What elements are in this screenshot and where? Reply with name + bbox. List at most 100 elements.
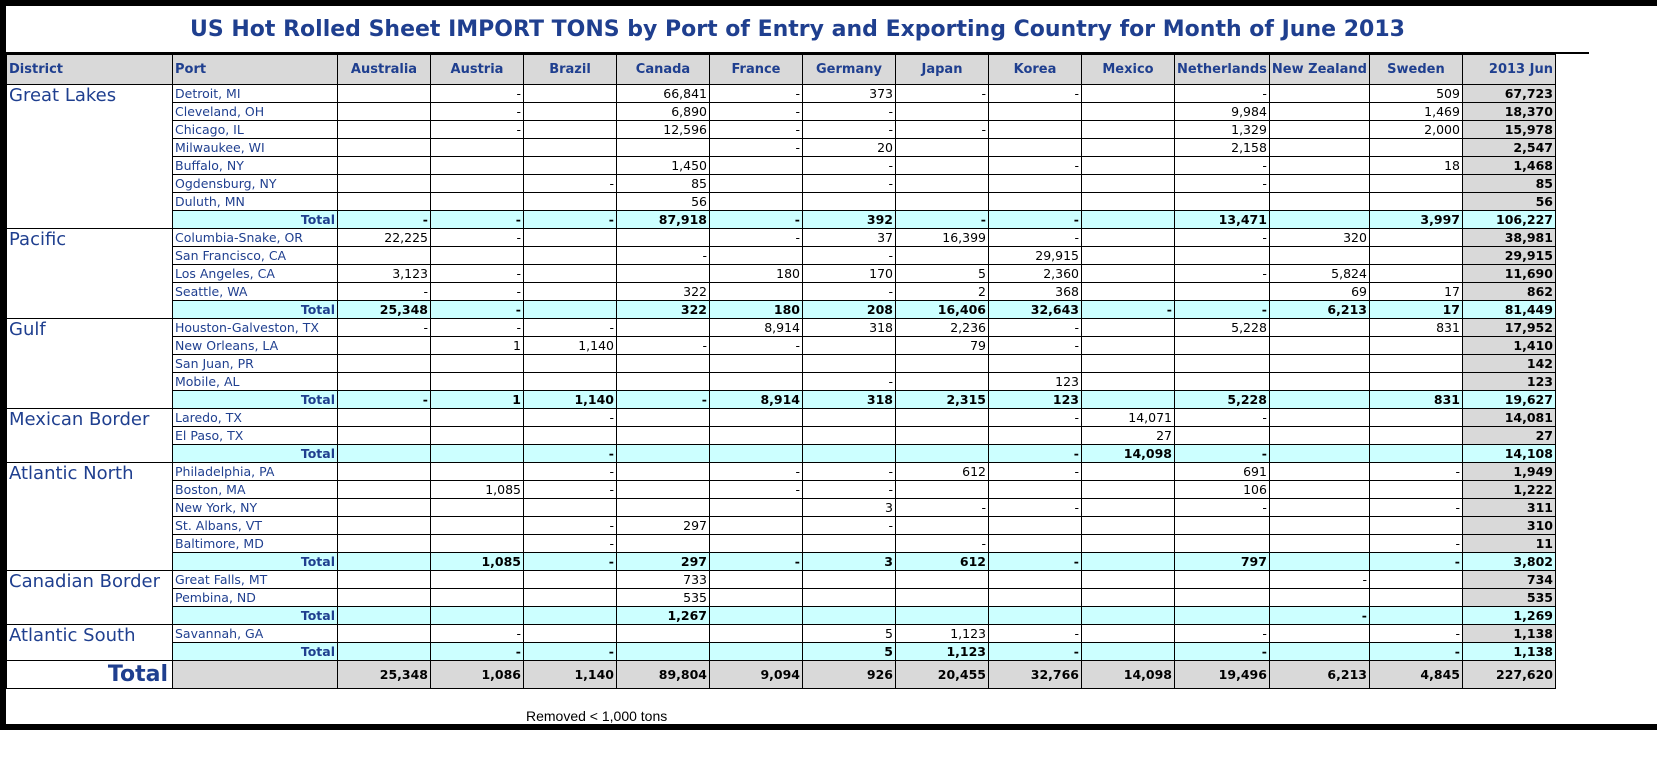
- value-cell: [1081, 480, 1175, 499]
- total-cell: 32,643: [988, 300, 1082, 319]
- total-cell: [1368, 606, 1463, 625]
- district-name: Atlantic South: [6, 624, 173, 661]
- row-total-cell: 734: [1461, 570, 1556, 589]
- port-name: Duluth, MN: [172, 192, 338, 211]
- grand-total-cell: 89,804: [616, 660, 710, 689]
- value-cell: -: [1368, 462, 1463, 481]
- value-cell: [337, 462, 431, 481]
- total-label: Total: [172, 390, 338, 409]
- value-cell: [1368, 480, 1463, 499]
- value-cell: [337, 246, 431, 265]
- value-cell: [895, 354, 989, 373]
- value-cell: 2,158: [1174, 138, 1270, 157]
- value-cell: 2,000: [1368, 120, 1463, 139]
- total-cell: [616, 444, 710, 463]
- value-cell: [1268, 192, 1370, 211]
- total-cell: -: [1368, 642, 1463, 661]
- column-header: New Zealand: [1268, 54, 1370, 85]
- value-cell: -: [802, 462, 896, 481]
- value-cell: [895, 408, 989, 427]
- value-cell: -: [802, 480, 896, 499]
- district-total-row: Total 1,085-297-3 612-797-3,802: [7, 552, 1556, 571]
- value-cell: 106: [1174, 480, 1270, 499]
- value-cell: 69: [1268, 282, 1370, 301]
- value-cell: [895, 192, 989, 211]
- total-cell: 831: [1368, 390, 1463, 409]
- value-cell: [1268, 408, 1370, 427]
- value-cell: 27: [1081, 426, 1175, 445]
- value-cell: [1268, 462, 1370, 481]
- value-cell: 535: [616, 588, 710, 607]
- value-cell: 3: [802, 498, 896, 517]
- total-cell: 180: [709, 300, 803, 319]
- value-cell: [523, 570, 617, 589]
- row-total-cell: 1,222: [1461, 480, 1556, 499]
- value-cell: [337, 498, 431, 517]
- value-cell: [337, 174, 431, 193]
- value-cell: [1081, 336, 1175, 355]
- port-name: Los Angeles, CA: [172, 264, 338, 283]
- value-cell: [1174, 588, 1270, 607]
- value-cell: [430, 246, 524, 265]
- column-header: Mexico: [1081, 54, 1175, 85]
- value-cell: -: [709, 102, 803, 121]
- value-cell: [1268, 336, 1370, 355]
- value-cell: -: [988, 408, 1082, 427]
- value-cell: [1081, 282, 1175, 301]
- value-cell: [802, 534, 896, 553]
- value-cell: -: [1174, 624, 1270, 643]
- value-cell: -: [523, 534, 617, 553]
- value-cell: [709, 588, 803, 607]
- value-cell: [523, 372, 617, 391]
- value-cell: [523, 624, 617, 643]
- total-cell: 2,315: [895, 390, 989, 409]
- value-cell: [430, 516, 524, 535]
- row-total-cell: 1,949: [1461, 462, 1556, 481]
- total-cell: [1081, 390, 1175, 409]
- value-cell: [1268, 498, 1370, 517]
- value-cell: 5: [802, 624, 896, 643]
- value-cell: [1081, 570, 1175, 589]
- value-cell: [1268, 354, 1370, 373]
- value-cell: [337, 480, 431, 499]
- value-cell: [709, 156, 803, 175]
- value-cell: -: [802, 372, 896, 391]
- value-cell: [337, 102, 431, 121]
- total-cell: 1,267: [616, 606, 710, 625]
- value-cell: -: [430, 264, 524, 283]
- table-row: Chicago, IL -12,596- - -1,329 2,000 15,978: [7, 120, 1556, 139]
- value-cell: [709, 426, 803, 445]
- value-cell: [337, 84, 431, 103]
- value-cell: [1081, 264, 1175, 283]
- value-cell: [1268, 120, 1370, 139]
- port-name: St. Albans, VT: [172, 516, 338, 535]
- grand-total-cell: 32,766: [988, 660, 1082, 689]
- value-cell: -: [895, 120, 989, 139]
- table-row: Duluth, MN 56 56: [7, 192, 1556, 211]
- total-cell: 123: [988, 390, 1082, 409]
- grand-total-cell: 926: [802, 660, 896, 689]
- total-cell: -: [523, 642, 617, 661]
- total-cell: -: [430, 300, 524, 319]
- value-cell: [430, 408, 524, 427]
- value-cell: [1174, 282, 1270, 301]
- value-cell: -: [337, 318, 431, 337]
- value-cell: -: [988, 228, 1082, 247]
- value-cell: 297: [616, 516, 710, 535]
- value-cell: [988, 426, 1082, 445]
- value-cell: -: [430, 120, 524, 139]
- row-total-cell: 123: [1461, 372, 1556, 391]
- value-cell: [337, 516, 431, 535]
- grand-total-blank: [172, 660, 338, 689]
- port-name: New York, NY: [172, 498, 338, 517]
- value-cell: [1268, 84, 1370, 103]
- column-header: Netherlands: [1174, 54, 1270, 85]
- value-cell: 612: [895, 462, 989, 481]
- table-row: Seattle, WA - -322-2 368 69 17 862: [7, 282, 1556, 301]
- grand-total-cell: 19,496: [1174, 660, 1270, 689]
- value-cell: -: [988, 498, 1082, 517]
- value-cell: -: [709, 462, 803, 481]
- value-cell: [1081, 246, 1175, 265]
- total-cell: [1268, 210, 1370, 229]
- value-cell: [523, 426, 617, 445]
